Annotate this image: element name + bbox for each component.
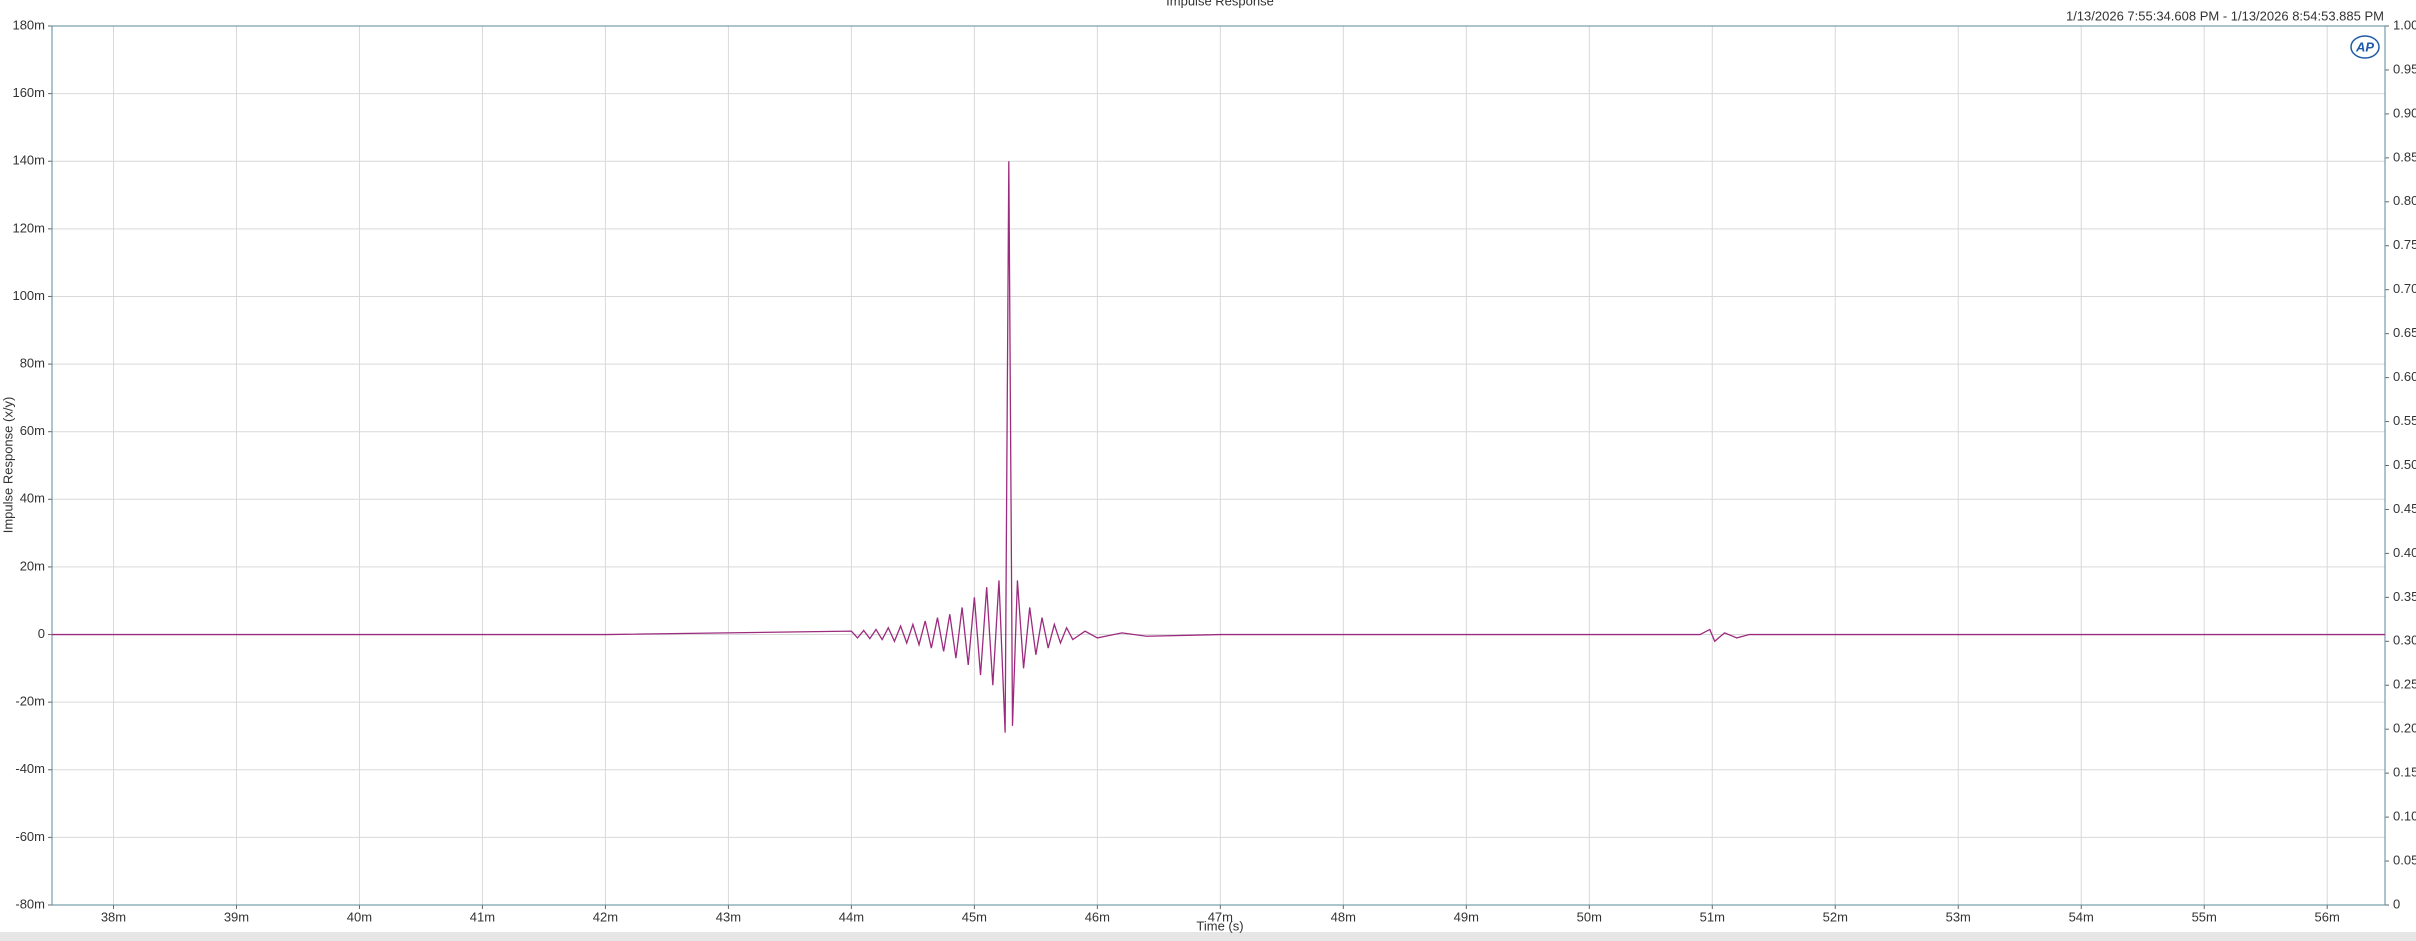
y2-tick-label: 0.75: [2393, 237, 2416, 252]
y-tick-label: 120m: [12, 220, 45, 235]
x-tick-label: 53m: [1946, 909, 1971, 924]
x-tick-label: 49m: [1454, 909, 1479, 924]
x-tick-label: 55m: [2192, 909, 2217, 924]
x-tick-label: 40m: [347, 909, 372, 924]
y-tick-label: 40m: [20, 491, 45, 506]
x-axis-label: Time (s): [1196, 918, 1243, 933]
y-tick-label: 180m: [12, 17, 45, 32]
logo-ring: [2350, 35, 2380, 59]
x-tick-label: 54m: [2069, 909, 2094, 924]
y-tick-label: 140m: [12, 153, 45, 168]
y-tick-label: 0: [38, 626, 45, 641]
y2-tick-label: 0.80: [2393, 193, 2416, 208]
plot-frame: [51, 25, 2386, 906]
x-tick-label: 50m: [1577, 909, 1602, 924]
y2-tick-label: 0.10: [2393, 809, 2416, 824]
y-axis-label: Impulse Response (x/y): [0, 397, 15, 534]
y2-tick-label: 0.90: [2393, 105, 2416, 120]
status-strip: [0, 932, 2416, 941]
x-tick-label: 38m: [101, 909, 126, 924]
y2-tick-label: 0.60: [2393, 369, 2416, 384]
chart-title: Impulse Response: [1166, 0, 1274, 8]
y2-tick-label: 0.35: [2393, 589, 2416, 604]
y2-tick-label: 0.45: [2393, 501, 2416, 516]
x-tick-label: 42m: [593, 909, 618, 924]
logo: AP: [2350, 35, 2380, 59]
y2-tick-label: 0.05: [2393, 852, 2416, 867]
y2-tick-label: 0.50: [2393, 457, 2416, 472]
y2-tick-label: 0.30: [2393, 633, 2416, 648]
y2-tick-label: 0.70: [2393, 281, 2416, 296]
x-tick-label: 43m: [716, 909, 741, 924]
y2-tick-label: 1.00: [2393, 17, 2416, 32]
x-tick-label: 44m: [839, 909, 864, 924]
y2-tick-label: 0.95: [2393, 61, 2416, 76]
y2-tick-label: 0.20: [2393, 721, 2416, 736]
y-tick-label: -20m: [15, 694, 45, 709]
y-tick-label: -40m: [15, 761, 45, 776]
impulse-line: [52, 161, 2385, 733]
y2-tick-label: 0.15: [2393, 765, 2416, 780]
x-tick-label: 56m: [2315, 909, 2340, 924]
x-tick-label: 47m: [1208, 909, 1233, 924]
y-tick-label: -80m: [15, 896, 45, 911]
y-tick-label: 20m: [20, 558, 45, 573]
time-range: 1/13/2026 7:55:34.608 PM - 1/13/2026 8:5…: [2066, 8, 2384, 23]
x-tick-label: 39m: [224, 909, 249, 924]
y-tick-label: 60m: [20, 423, 45, 438]
y2-tick-label: 0.55: [2393, 413, 2416, 428]
y2-tick-label: 0: [2393, 896, 2400, 911]
y2-tick-label: 0.65: [2393, 325, 2416, 340]
x-tick-label: 41m: [470, 909, 495, 924]
y-tick-label: 80m: [20, 356, 45, 371]
logo-text: AP: [2355, 39, 2374, 54]
y2-tick-label: 0.40: [2393, 545, 2416, 560]
x-tick-label: 45m: [962, 909, 987, 924]
y-tick-label: 160m: [12, 85, 45, 100]
x-tick-label: 48m: [1331, 909, 1356, 924]
y-tick-label: 100m: [12, 288, 45, 303]
x-tick-label: 52m: [1823, 909, 1848, 924]
y2-tick-label: 0.85: [2393, 149, 2416, 164]
x-tick-label: 46m: [1085, 909, 1110, 924]
x-tick-label: 51m: [1700, 909, 1725, 924]
y2-tick-label: 0.25: [2393, 677, 2416, 692]
y-tick-label: -60m: [15, 829, 45, 844]
